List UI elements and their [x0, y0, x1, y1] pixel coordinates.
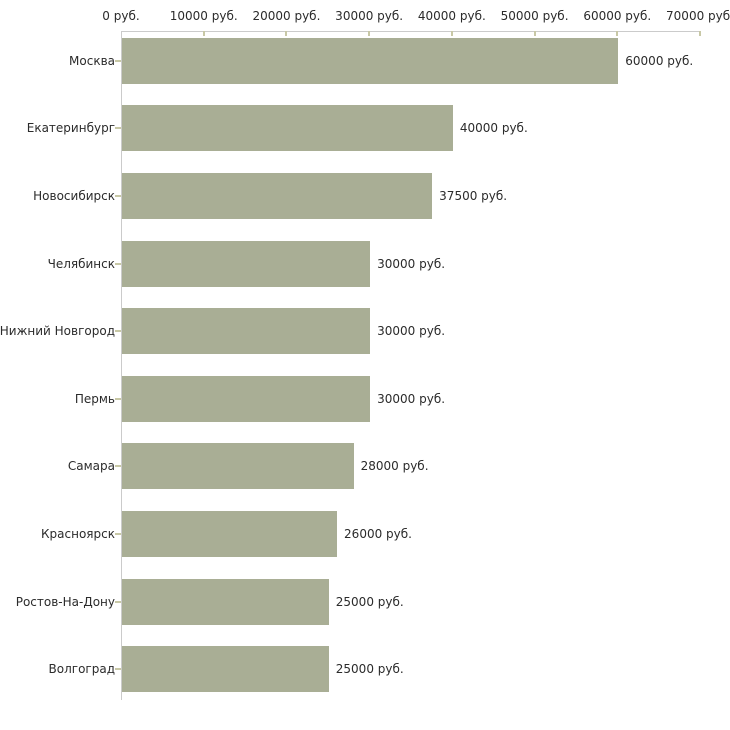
x-axis-tick-label: 0 руб. [102, 9, 140, 23]
value-label: 40000 руб. [459, 121, 528, 136]
y-axis-tick-mark [115, 668, 121, 671]
category-label: Новосибирск [33, 189, 115, 203]
bar [122, 646, 329, 693]
category-label: Волгоград [48, 662, 115, 677]
y-axis-tick-mark [115, 195, 121, 197]
x-axis-tick-mark [699, 31, 701, 36]
bar [122, 511, 338, 557]
x-axis-tick-mark [616, 31, 619, 36]
category-label: Самара [67, 459, 115, 474]
value-label: 25000 руб. [335, 594, 404, 609]
category-label: Ростов-На-Дону [15, 594, 115, 609]
x-axis-tick-label: 50000 руб. [500, 9, 569, 23]
value-label: 30000 руб. [377, 391, 446, 406]
y-axis-tick-mark [115, 127, 121, 130]
bar [122, 375, 371, 422]
x-axis-tick-label: 60000 руб. [583, 9, 652, 23]
x-axis-line [121, 31, 701, 32]
x-axis-tick-label: 70000 руб. [666, 9, 730, 23]
y-axis-tick-mark [115, 330, 121, 333]
y-axis-tick-mark [115, 262, 121, 265]
x-axis-tick-label: 20000 руб. [252, 9, 321, 23]
y-axis-tick-mark [115, 600, 121, 603]
x-axis-tick-mark [450, 31, 453, 36]
category-label: Екатеринбург [26, 121, 115, 136]
x-axis-tick-label: 40000 руб. [417, 9, 486, 23]
category-label: Нижний Новгород [0, 324, 115, 339]
bar [122, 240, 371, 287]
bar [122, 308, 371, 355]
bar [122, 105, 453, 152]
bar [122, 443, 354, 490]
category-label: Красноярск [41, 527, 115, 541]
x-axis-tick-label: 30000 руб. [335, 9, 404, 23]
x-axis-tick-mark [285, 31, 288, 36]
bar [122, 173, 433, 219]
bar [122, 578, 329, 625]
value-label: 30000 руб. [377, 256, 446, 271]
y-axis-line [121, 31, 122, 700]
value-label: 30000 руб. [377, 324, 446, 339]
value-label: 28000 руб. [360, 459, 429, 474]
x-axis-tick-mark [533, 31, 536, 36]
category-label: Москва [69, 53, 115, 68]
category-label: Пермь [74, 391, 115, 406]
x-axis-tick-mark [368, 31, 371, 36]
category-label: Челябинск [47, 256, 115, 271]
value-label: 25000 руб. [335, 662, 404, 677]
bar [122, 37, 619, 84]
value-label: 37500 руб. [439, 189, 508, 203]
value-label: 26000 руб. [344, 527, 412, 541]
y-axis-tick-mark [115, 533, 121, 535]
y-axis-tick-mark [115, 465, 121, 468]
value-label: 60000 руб. [625, 53, 694, 68]
y-axis-tick-mark [115, 59, 121, 62]
x-axis-tick-mark [202, 31, 205, 36]
y-axis-tick-mark [115, 397, 121, 400]
x-axis-tick-label: 10000 руб. [169, 9, 238, 23]
